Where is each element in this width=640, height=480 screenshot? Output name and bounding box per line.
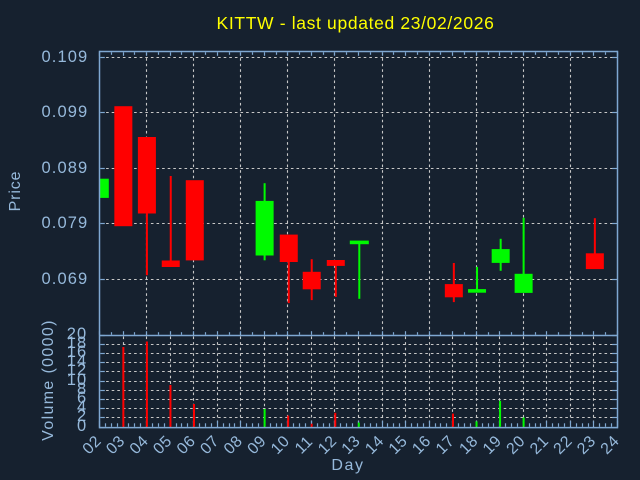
svg-text:Price: Price: [7, 171, 24, 212]
svg-text:0: 0: [77, 417, 87, 435]
svg-text:0.109: 0.109: [42, 48, 89, 66]
svg-text:20: 20: [67, 325, 88, 343]
svg-text:4: 4: [77, 398, 87, 416]
svg-text:6: 6: [77, 389, 87, 407]
svg-text:0.079: 0.079: [42, 214, 89, 232]
svg-text:10: 10: [67, 371, 88, 389]
svg-text:8: 8: [77, 380, 87, 398]
svg-text:16: 16: [67, 343, 88, 361]
svg-text:KITTW - last updated 23/02/202: KITTW - last updated 23/02/2026: [217, 13, 495, 33]
svg-text:2: 2: [77, 407, 87, 425]
svg-text:12: 12: [67, 361, 88, 379]
svg-text:0.089: 0.089: [42, 159, 89, 177]
svg-text:Volume (0000): Volume (0000): [40, 319, 57, 441]
svg-text:Day: Day: [331, 457, 364, 474]
svg-text:0.069: 0.069: [42, 270, 89, 288]
svg-text:0.099: 0.099: [42, 103, 89, 121]
svg-text:18: 18: [67, 334, 88, 352]
svg-text:14: 14: [67, 352, 88, 370]
